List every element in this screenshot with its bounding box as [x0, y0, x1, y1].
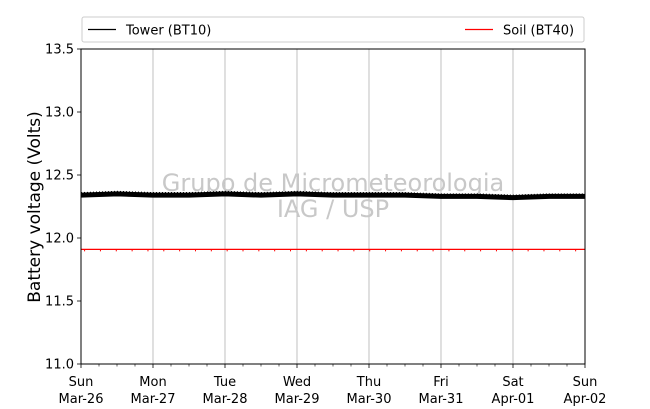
data-series	[80, 190, 585, 252]
grid-lines	[152, 49, 514, 364]
x-tick-label-date: Mar-26	[59, 392, 104, 407]
series-0	[80, 190, 585, 201]
x-tick-label-day: Sat	[502, 375, 523, 390]
x-tick-label-date: Apr-01	[492, 392, 535, 407]
x-tick-label-date: Mar-28	[203, 392, 248, 407]
watermark-line-2: IAG / USP	[277, 195, 389, 223]
x-tick-label-day: Sun	[573, 375, 598, 390]
x-tick-label-date: Mar-29	[275, 392, 320, 407]
x-tick-label-day: Sun	[69, 375, 94, 390]
legend: Tower (BT10) Soil (BT40)	[81, 16, 585, 43]
y-tick-label: 12.0	[45, 232, 74, 247]
series-line-tower	[80, 191, 585, 201]
y-tick-label: 13.0	[45, 106, 74, 121]
x-tick-label-date: Mar-27	[131, 392, 176, 407]
series-noise-tower	[80, 190, 585, 196]
x-tick-label-day: Tue	[213, 375, 236, 390]
x-tick-label-day: Wed	[283, 375, 311, 390]
y-axis: 11.0 11.5 12.0 12.5 13.0 13.5	[45, 43, 81, 373]
y-axis-title: Battery voltage (Volts)	[25, 111, 45, 302]
legend-label-soil: Soil (BT40)	[503, 24, 574, 39]
x-tick-label-day: Fri	[433, 375, 449, 390]
legend-label-tower: Tower (BT10)	[125, 24, 211, 39]
series-1	[81, 248, 585, 252]
y-tick-label: 11.5	[45, 295, 74, 310]
y-tick-label: 11.0	[45, 358, 74, 373]
x-tick-label-date: Mar-31	[419, 392, 464, 407]
x-axis: Sun Mar-26 Mon Mar-27 Tue Mar-28 Wed Mar-29 Thu M…	[59, 364, 607, 407]
y-tick-label: 12.5	[45, 169, 74, 184]
x-tick-label-day: Thu	[356, 375, 381, 390]
legend-box	[81, 16, 585, 43]
y-tick-label: 13.5	[45, 43, 74, 58]
x-tick-label-date: Apr-02	[564, 392, 607, 407]
x-tick-label-date: Mar-30	[347, 392, 392, 407]
x-tick-label-day: Mon	[139, 375, 166, 390]
